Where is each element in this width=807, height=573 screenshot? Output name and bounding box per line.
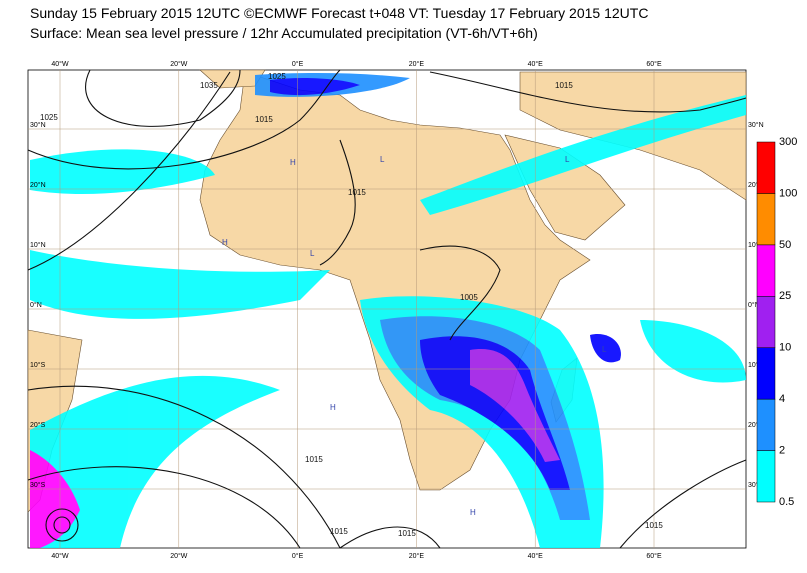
isobar: [429, 71, 747, 113]
colorbar-segment: [756, 244, 776, 297]
isobar-label: 1015: [330, 527, 348, 536]
isobar-labels: 1025 1035 1025 1015 1015 1015 1005 1015 …: [40, 72, 663, 538]
isobar-label: 1015: [255, 115, 273, 124]
axis-labels: 40°W 40°W 20°W 20°W 0°E 0°E 20°E 20°E 40°E 40°E 60…: [30, 60, 764, 560]
lat-label: 20°S: [30, 421, 46, 429]
lon-label: 20°E: [409, 552, 425, 560]
colorbar-label: 10: [779, 342, 791, 354]
colorbar-segment: [756, 141, 776, 194]
isobar-label: 1015: [305, 455, 323, 464]
lat-label: 10°N: [30, 241, 46, 249]
isobar: [27, 466, 301, 549]
title: Sunday 15 February 2015 12UTC ©ECMWF For…: [30, 5, 648, 21]
isobar-label: 1015: [398, 529, 416, 538]
low-marker: L: [380, 155, 385, 164]
lat-label: 10°S: [30, 361, 46, 369]
precip-area: [30, 250, 330, 319]
lat-label: 30°N: [30, 121, 46, 129]
isobar: [27, 385, 341, 549]
lat-label: 30°S: [30, 481, 46, 489]
low-marker: L: [602, 345, 607, 354]
lon-label: 40°W: [51, 60, 69, 68]
lon-label: 20°W: [170, 60, 188, 68]
lon-label: 0°E: [292, 60, 304, 68]
colorbar-label: 0.5: [779, 496, 794, 508]
colorbar-label: 4: [779, 393, 785, 405]
low-marker: L: [565, 155, 570, 164]
precipitation: [30, 73, 746, 548]
lon-label: 40°E: [528, 60, 544, 68]
precip-area: [590, 334, 621, 363]
isobar: [619, 459, 747, 549]
precip-area: [420, 336, 570, 490]
colorbar-segment: [756, 347, 776, 400]
high-marker: H: [222, 238, 228, 247]
lat-label: 20°S: [748, 421, 764, 429]
precip-area: [640, 320, 746, 383]
isobar-label: 1015: [645, 521, 663, 530]
colorbar-label: 25: [779, 290, 791, 302]
isobar-label: 1025: [268, 72, 286, 81]
isobar-label: 1005: [460, 293, 478, 302]
isobar: [339, 526, 441, 549]
precip-area: [30, 375, 280, 548]
lon-label: 40°E: [528, 552, 544, 560]
lat-label: 20°N: [748, 181, 764, 189]
precip-area: [270, 77, 360, 96]
graticule: [28, 70, 746, 548]
precip-area: [30, 149, 215, 195]
colorbar-label: 300: [779, 136, 797, 148]
precip-area: [30, 450, 80, 548]
precip-area: [470, 349, 560, 462]
isobar: [319, 139, 356, 266]
colorbar: 0.5 2 4 10 25 50 100 300: [756, 136, 797, 508]
colorbar-segment: [756, 193, 776, 246]
precip-area: [420, 95, 746, 215]
high-marker: H: [330, 403, 336, 412]
pressure-centres: H H H H L L L L: [222, 155, 607, 517]
subtitle: Surface: Mean sea level pressure / 12hr …: [30, 25, 538, 41]
lon-label: 0°E: [292, 552, 304, 560]
colorbar-segment: [756, 296, 776, 348]
map-frame: 1025 1035 1025 1015 1015 1015 1005 1015 …: [27, 69, 747, 549]
isobar: [45, 508, 79, 542]
isobar: [27, 69, 341, 170]
lat-label: 20°N: [30, 181, 46, 189]
isobar: [53, 516, 71, 534]
isobar: [419, 245, 501, 341]
lat-label: 0°N: [30, 301, 42, 309]
lat-label: 0°N: [748, 301, 760, 309]
isobars: [27, 69, 747, 549]
lat-label: 30°N: [748, 121, 764, 129]
lon-label: 60°E: [646, 552, 662, 560]
isobar: [27, 71, 231, 271]
lon-label: 20°E: [409, 60, 425, 68]
lat-label: 10°S: [748, 361, 764, 369]
isobar-label: 1025: [40, 113, 58, 122]
isobar-label: 1015: [348, 188, 366, 197]
high-marker: H: [290, 158, 296, 167]
high-marker: H: [470, 508, 476, 517]
low-marker: L: [310, 249, 315, 258]
isobar-label: 1015: [555, 81, 573, 90]
lon-label: 20°W: [170, 552, 188, 560]
isobar-label: 1035: [200, 81, 218, 90]
lon-label: 60°E: [646, 60, 662, 68]
isobar: [85, 69, 241, 127]
lon-label: 40°W: [51, 552, 69, 560]
lat-label: 30°S: [748, 481, 764, 489]
colorbar-label: 100: [779, 187, 797, 199]
colorbar-segment: [756, 398, 776, 451]
colorbar-segment: [756, 450, 776, 503]
colorbar-label: 2: [779, 444, 785, 456]
lat-label: 10°N: [748, 241, 764, 249]
colorbar-label: 50: [779, 239, 791, 251]
